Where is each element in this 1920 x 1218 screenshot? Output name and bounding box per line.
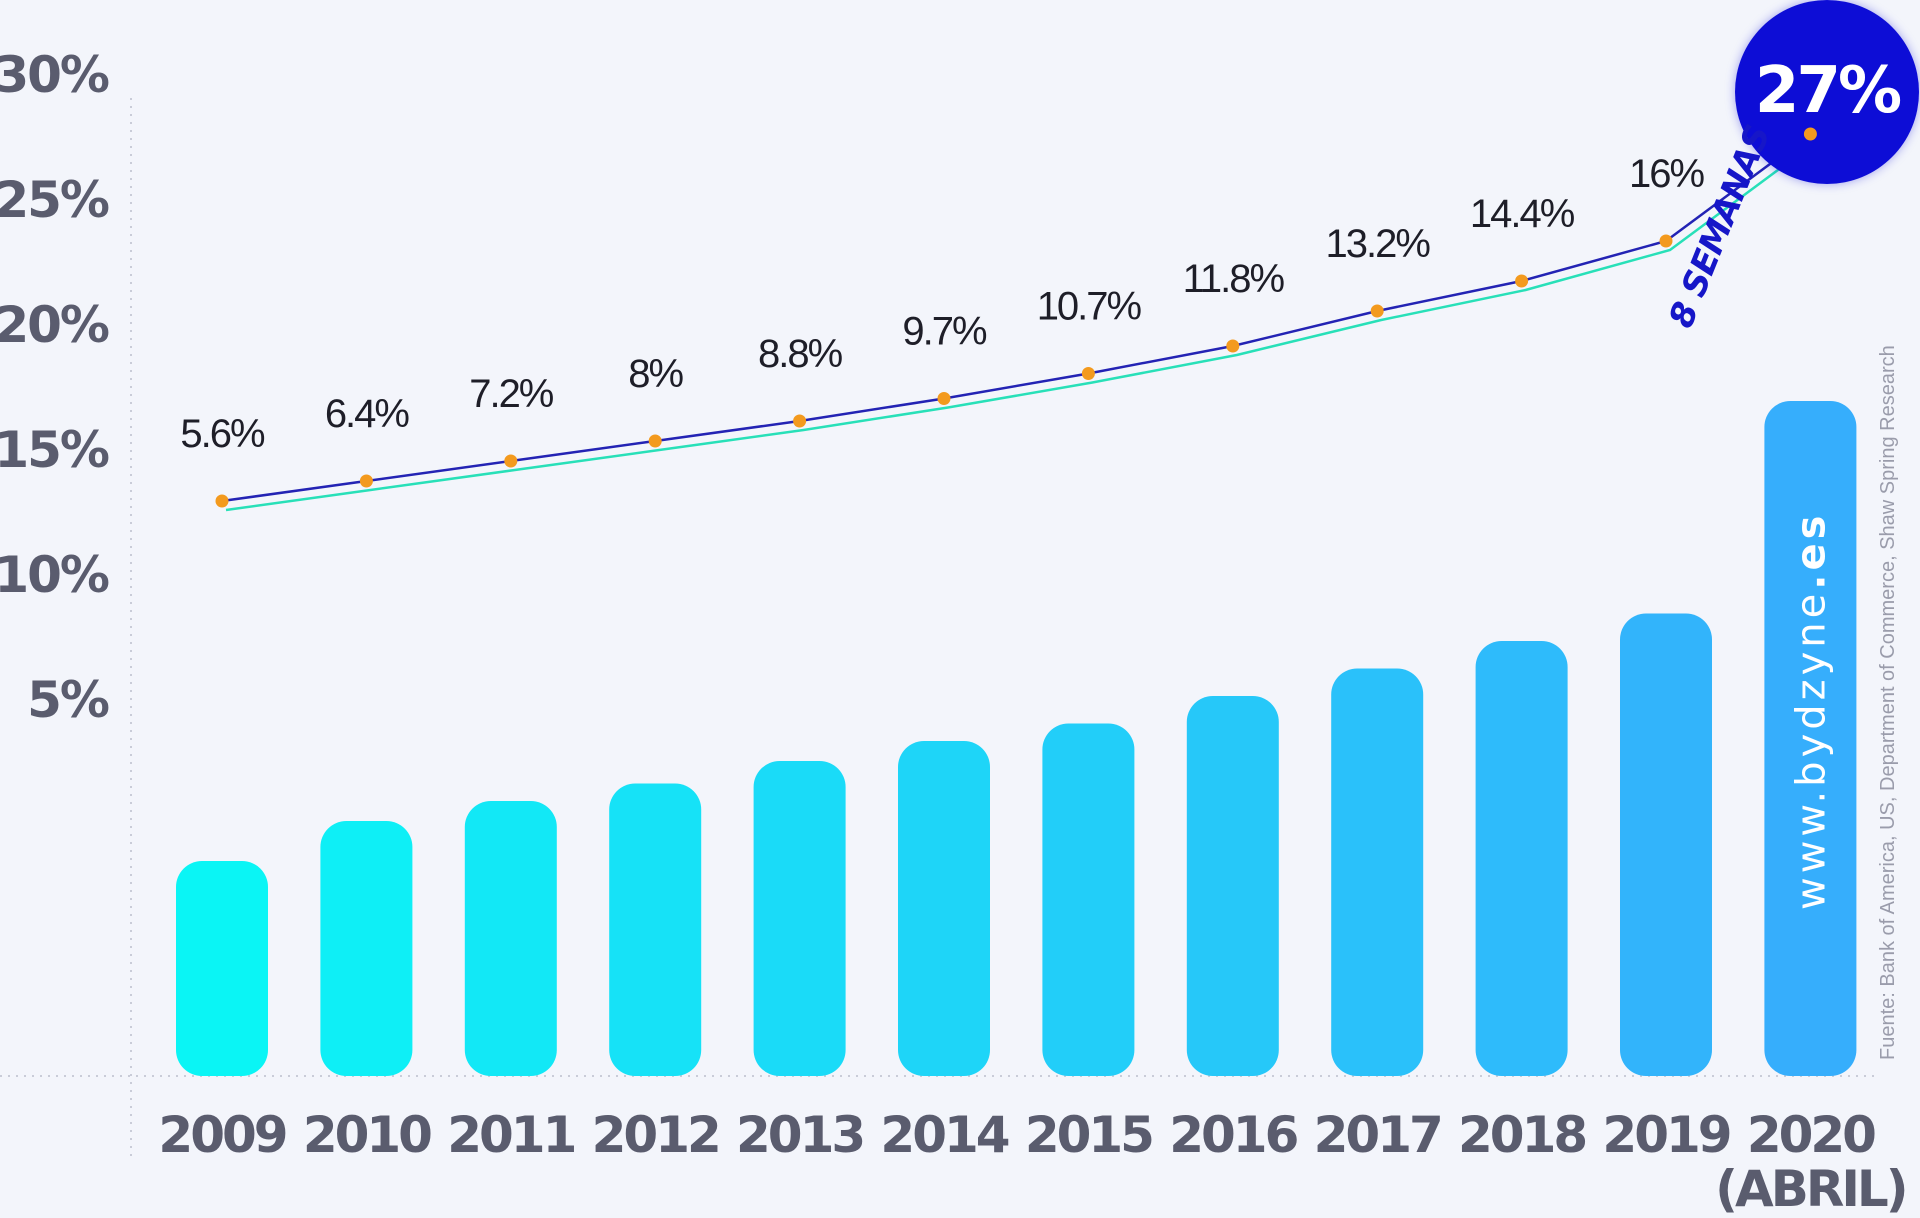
bar-2019 xyxy=(1620,613,1712,1076)
watermark-prefix: www.bydzyne xyxy=(1788,590,1834,910)
data-label-2017: 13.2% xyxy=(1325,222,1430,266)
data-label-2016: 11.8% xyxy=(1183,257,1285,301)
marker-2020 xyxy=(1803,127,1817,141)
y-axis-ticks: 5% 10% 15% 20% 25% 30% xyxy=(0,46,111,729)
data-label-2010: 6.4% xyxy=(325,392,410,436)
data-label-2015: 10.7% xyxy=(1037,285,1142,329)
bar-2009 xyxy=(176,861,268,1076)
data-labels: 5.6% 6.4% 7.2% 8% 8.8% 9.7% 10.7% 11.8% 13.2% 14.… xyxy=(180,152,1706,456)
bar-2012 xyxy=(609,783,702,1076)
highlight-circle xyxy=(1735,0,1919,184)
y-tick-30: 30% xyxy=(0,46,109,104)
y-tick-25: 25% xyxy=(0,171,109,229)
data-label-2019: 16% xyxy=(1629,152,1704,196)
x-tick-2020: 2020 xyxy=(1747,1106,1875,1164)
bar-2015 xyxy=(1042,723,1135,1076)
x-tick-2013: 2013 xyxy=(736,1106,863,1164)
marker-2012 xyxy=(648,434,662,448)
highlight-bubble: 27% xyxy=(215,0,1919,508)
marker-2019 xyxy=(1659,234,1673,248)
bar-2017 xyxy=(1331,668,1424,1076)
bar-2010 xyxy=(320,821,413,1076)
bars xyxy=(176,401,1857,1076)
x-tick-2016: 2016 xyxy=(1169,1106,1297,1164)
highlight-label: 27% xyxy=(1755,54,1901,128)
x-tick-2019: 2019 xyxy=(1602,1106,1729,1164)
marker-2011 xyxy=(504,454,518,468)
x-tick-2014: 2014 xyxy=(880,1106,1008,1164)
x-axis-ticks: 2009 2010 2011 2012 2013 2014 2015 2016 2017 2018… xyxy=(158,1106,1908,1218)
x-tick-2015: 2015 xyxy=(1025,1106,1152,1164)
axes xyxy=(0,98,1880,1158)
trend-line-shadow xyxy=(225,141,1816,512)
watermark-text: www.bydzyne.es xyxy=(1788,512,1834,910)
bar-2020 xyxy=(1764,401,1857,1076)
bar-2011 xyxy=(464,801,557,1076)
marker-2013 xyxy=(793,414,807,428)
trend-line xyxy=(221,132,1816,512)
data-label-2009: 5.6% xyxy=(180,412,265,456)
trend-line-main xyxy=(221,132,1812,503)
marker-2010 xyxy=(359,474,373,488)
watermark-suffix: .es xyxy=(1788,512,1834,590)
marker-2018 xyxy=(1515,274,1529,288)
x-tick-2011: 2011 xyxy=(447,1106,574,1164)
marker-2016 xyxy=(1226,339,1240,353)
bar-2013 xyxy=(753,761,846,1076)
source-note: Fuente: Bank of America, US, Department … xyxy=(1877,345,1899,1060)
data-label-2013: 8.8% xyxy=(758,332,843,376)
marker-2015 xyxy=(1081,367,1095,380)
data-label-2018: 14.4% xyxy=(1470,192,1575,236)
marker-2017 xyxy=(1370,304,1384,318)
data-label-2012: 8% xyxy=(628,352,683,396)
x-tick-2009: 2009 xyxy=(158,1106,285,1164)
x-tick-sublabel-2020: (ABRIL) xyxy=(1715,1160,1905,1218)
y-tick-20: 20% xyxy=(0,296,109,354)
watermark: www.bydzyne.es xyxy=(1788,512,1834,910)
marker-2009 xyxy=(215,494,229,508)
data-label-2011: 7.2% xyxy=(469,372,554,416)
y-tick-5: 5% xyxy=(27,671,109,729)
y-tick-10: 10% xyxy=(0,546,109,604)
data-label-2014: 9.7% xyxy=(902,310,987,354)
bar-2016 xyxy=(1186,696,1279,1076)
bar-2018 xyxy=(1475,641,1568,1076)
x-tick-2017: 2017 xyxy=(1314,1106,1441,1164)
x-tick-2018: 2018 xyxy=(1458,1106,1585,1164)
x-tick-2012: 2012 xyxy=(592,1106,719,1164)
source-text: Fuente: Bank of America, US, Department … xyxy=(1877,345,1899,1060)
bar-2014 xyxy=(898,741,990,1076)
y-tick-15: 15% xyxy=(0,421,109,479)
x-tick-2010: 2010 xyxy=(303,1106,431,1164)
marker-2014 xyxy=(937,392,951,405)
